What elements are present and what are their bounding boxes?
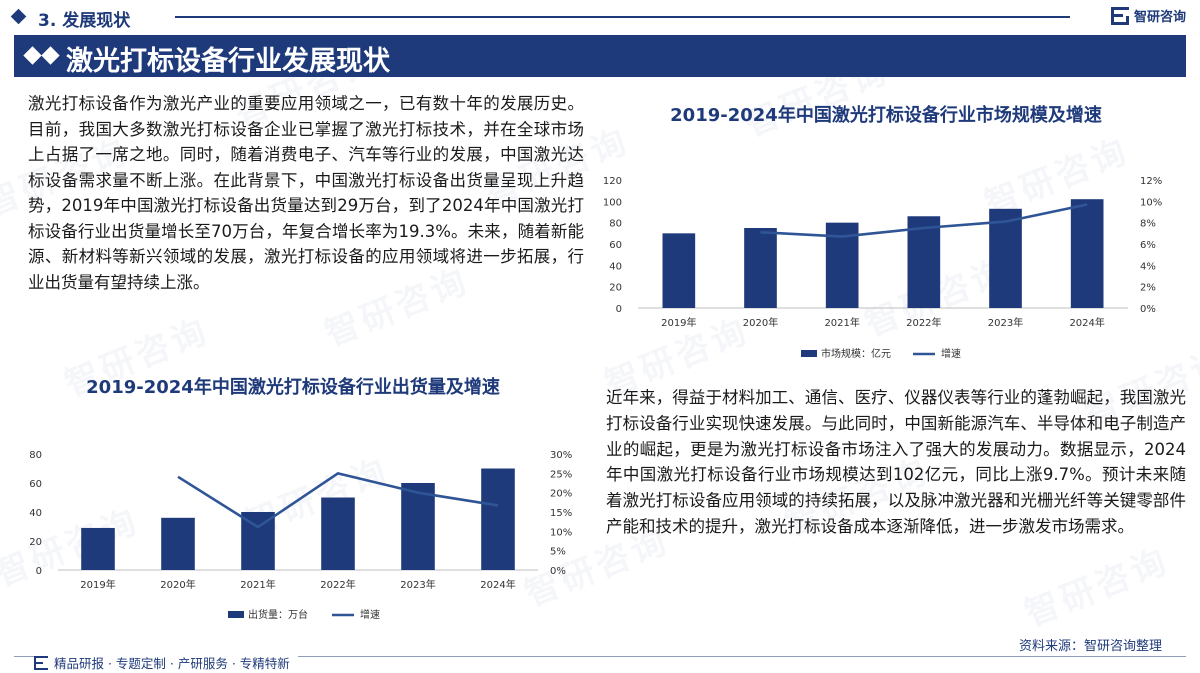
bar [241,512,275,570]
brand: 智研咨询 [1110,6,1186,25]
footer-text: 精品研报 · 专题定制 · 产研服务 · 专精特新 [54,656,290,671]
y-right-tick-label: 0% [550,566,566,577]
bar [321,497,355,570]
x-tick-label: 2019年 [661,316,696,329]
bar [81,527,115,570]
legend-bar-label: 市场规模：亿元 [821,347,891,360]
footer-logo-icon [34,655,48,670]
y-right-tick-label: 10% [1140,197,1162,208]
shipment-chart: 2019-2024年中国激光打标设备行业出货量及增速 0 20 40 60 80 0% 5%… [28,370,588,632]
watermark-text: 智研咨询 [1016,533,1175,635]
x-tick-label: 2024年 [1069,316,1104,329]
y-left-tick-label: 40 [609,261,622,272]
banner-diamond-icon [41,46,60,65]
legend-bar-label: 出货量：万台 [248,608,308,621]
bar [744,228,777,308]
intro-paragraph: 激光打标设备作为激光产业的重要应用领域之一，已有数十年的发展历史。目前，我国大多… [28,94,584,292]
x-tick-label: 2020年 [160,578,195,591]
y-left-tick-label: 120 [603,176,622,187]
y-right-tick-label: 6% [1140,240,1156,251]
footer: 精品研报 · 专题定制 · 产研服务 · 专精特新 [34,653,298,672]
bar [1070,199,1104,308]
y-right-tick-label: 2% [1140,283,1156,294]
x-tick-label: 2021年 [240,578,275,591]
brand-logo-icon [1110,6,1129,25]
growth-line [177,472,499,529]
banner-diamond-icon [23,46,42,65]
y-left-tick-label: 60 [609,240,622,251]
title-banner: 激光打标设备行业发展现状 [14,35,1186,77]
chart-title: 2019-2024年中国激光打标设备行业出货量及增速 [86,377,500,398]
x-tick-label: 2022年 [320,578,355,591]
y-right-tick-label: 20% [550,489,572,500]
y-left-tick-label: 0 [36,566,42,577]
brand-name: 智研咨询 [1133,10,1186,25]
market-size-chart: 2019-2024年中国激光打标设备行业市场规模及增速 0 20 40 60 80 100… [596,98,1186,370]
header-rule [175,16,1070,18]
x-tick-label: 2024年 [480,578,515,591]
bar [481,468,515,570]
legend-bar-swatch [801,350,817,357]
x-tick-label: 2023年 [988,316,1023,329]
section-diamond-icon [10,8,27,25]
y-right-tick-label: 5% [550,547,566,558]
bar [907,216,941,308]
bar [401,483,435,570]
bar [989,208,1022,308]
section-label: 3. 发展现状 [38,11,131,31]
legend-line-label: 增速 [941,347,961,360]
y-left-tick-label: 20 [609,283,622,294]
page-title: 激光打标设备行业发展现状 [66,46,390,77]
legend-bar-swatch [228,611,244,618]
x-tick-label: 2021年 [824,316,859,329]
y-left-tick-label: 20 [29,537,42,548]
x-tick-label: 2020年 [743,316,778,329]
x-tick-label: 2019年 [80,578,115,591]
growth-line [760,203,1088,238]
top-bar: 3. 发展现状 智研咨询 [0,0,1200,34]
y-left-tick-label: 80 [609,219,622,230]
chart-title: 2019-2024年中国激光打标设备行业市场规模及增速 [670,105,1102,126]
legend-line-label: 增速 [360,608,380,621]
y-right-tick-label: 15% [550,508,572,519]
footer-rule [14,656,1186,657]
market-size-chart-svg: 0 20 40 60 80 100 120 0% 2% 4% 6% 8% 10% 12% 2019年 2020… [603,176,1162,360]
y-left-tick-label: 80 [29,450,42,461]
x-tick-label: 2023年 [400,578,435,591]
y-left-tick-label: 100 [603,197,622,208]
y-right-tick-label: 30% [550,450,572,461]
y-right-tick-label: 10% [550,527,572,538]
y-left-tick-label: 40 [29,508,42,519]
shipment-chart-svg: 0 20 40 60 80 0% 5% 10% 15% 20% 25% 30% 2019年 2020年 20… [29,450,572,621]
y-right-tick-label: 8% [1140,219,1156,230]
y-right-tick-label: 0% [1140,304,1156,315]
y-left-tick-label: 0 [616,304,622,315]
x-tick-label: 2022年 [906,316,941,329]
y-right-tick-label: 25% [550,469,572,480]
market-paragraph: 近年来，得益于材料加工、通信、医疗、仪器仪表等行业的蓬勃崛起，我国激光打标设备行… [606,388,1186,536]
y-left-tick-label: 60 [29,479,42,490]
bar [662,233,696,308]
bar [161,517,195,570]
source-note: 资料来源：智研咨询整理 [1018,639,1162,654]
y-right-tick-label: 4% [1140,261,1156,272]
y-right-tick-label: 12% [1140,176,1162,187]
